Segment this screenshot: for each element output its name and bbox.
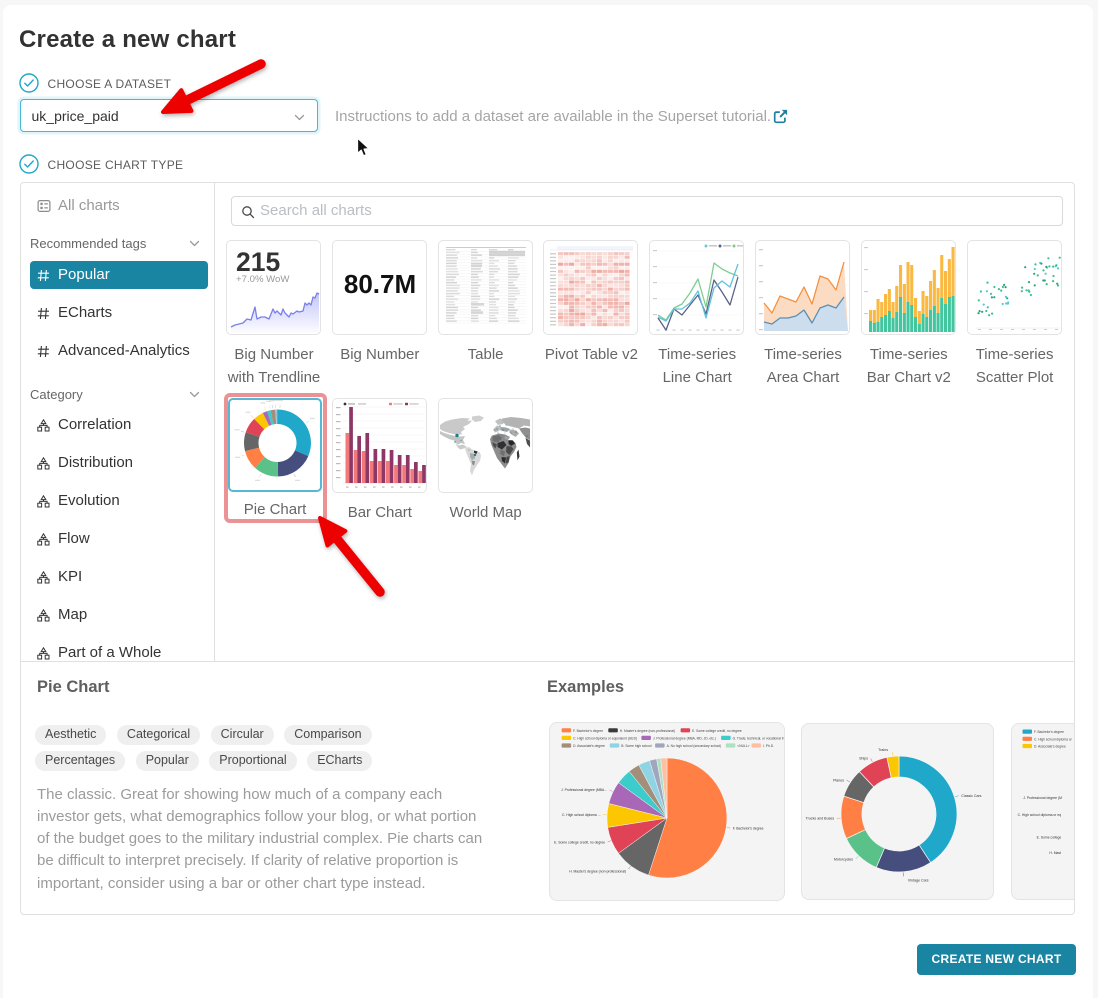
svg-text:E. Some college credit, no deg: E. Some college credit, no degree: [554, 840, 605, 844]
svg-text:E. Some college: E. Some college: [1037, 835, 1062, 839]
svg-text:D. Associate's degree: D. Associate's degree: [573, 744, 605, 748]
svg-text:H. Master's degree (non-profes: H. Master's degree (non-professional): [620, 729, 675, 733]
svg-text:Planes: Planes: [833, 778, 844, 782]
svg-text:D. Associate's degree: D. Associate's degree: [1034, 745, 1066, 749]
svg-text:J. Professional degree (MBA...: J. Professional degree (MBA...: [561, 788, 607, 792]
svg-text:A. No high school (secondary s: A. No high school (secondary school): [667, 744, 722, 748]
svg-text:Trains: Trains: [878, 748, 888, 752]
svg-text:Ships: Ships: [859, 757, 868, 761]
svg-text:C. High school diploma or: C. High school diploma or: [1034, 737, 1073, 741]
svg-text:C. High school diploma ...: C. High school diploma ...: [562, 813, 601, 817]
svg-text:Trucks and Buses: Trucks and Buses: [806, 817, 835, 821]
svg-text:C. High school diploma or equi: C. High school diploma or equivalent (GE…: [573, 736, 637, 740]
svg-text:Vintage Cars: Vintage Cars: [908, 879, 929, 883]
svg-text:215: 215: [236, 247, 280, 277]
svg-text:<NULL>: <NULL>: [737, 744, 749, 748]
svg-text:F. Bachelor's degree: F. Bachelor's degree: [573, 729, 603, 733]
svg-text:Motorcycles: Motorcycles: [834, 857, 853, 861]
svg-text:F. Bachelor's degree: F. Bachelor's degree: [733, 826, 764, 830]
svg-text:E. Some college credit, no deg: E. Some college credit, no degree: [692, 729, 742, 733]
svg-text:B. Some high school: B. Some high school: [621, 744, 652, 748]
svg-text:F. Bachelor's degree: F. Bachelor's degree: [1034, 730, 1064, 734]
svg-text:G. Trade, technical, or vocati: G. Trade, technical, or vocational train…: [733, 736, 785, 740]
svg-text:+7.0% WoW: +7.0% WoW: [236, 274, 290, 285]
svg-text:80.7M: 80.7M: [344, 269, 416, 299]
svg-text:Classic Cars: Classic Cars: [961, 794, 981, 798]
svg-text:J. Professional degree (M: J. Professional degree (M: [1023, 796, 1062, 800]
svg-text:H. Mast: H. Mast: [1049, 851, 1061, 855]
svg-text:H. Master's degree (non-profes: H. Master's degree (non-professional): [569, 869, 626, 873]
svg-text:J. Professional degree (MBA, M: J. Professional degree (MBA, MD, JD, etc…: [653, 736, 716, 740]
svg-text:C. High school diploma or eq: C. High school diploma or eq: [1018, 813, 1062, 817]
svg-text:I. Ph.D.: I. Ph.D.: [763, 744, 774, 748]
